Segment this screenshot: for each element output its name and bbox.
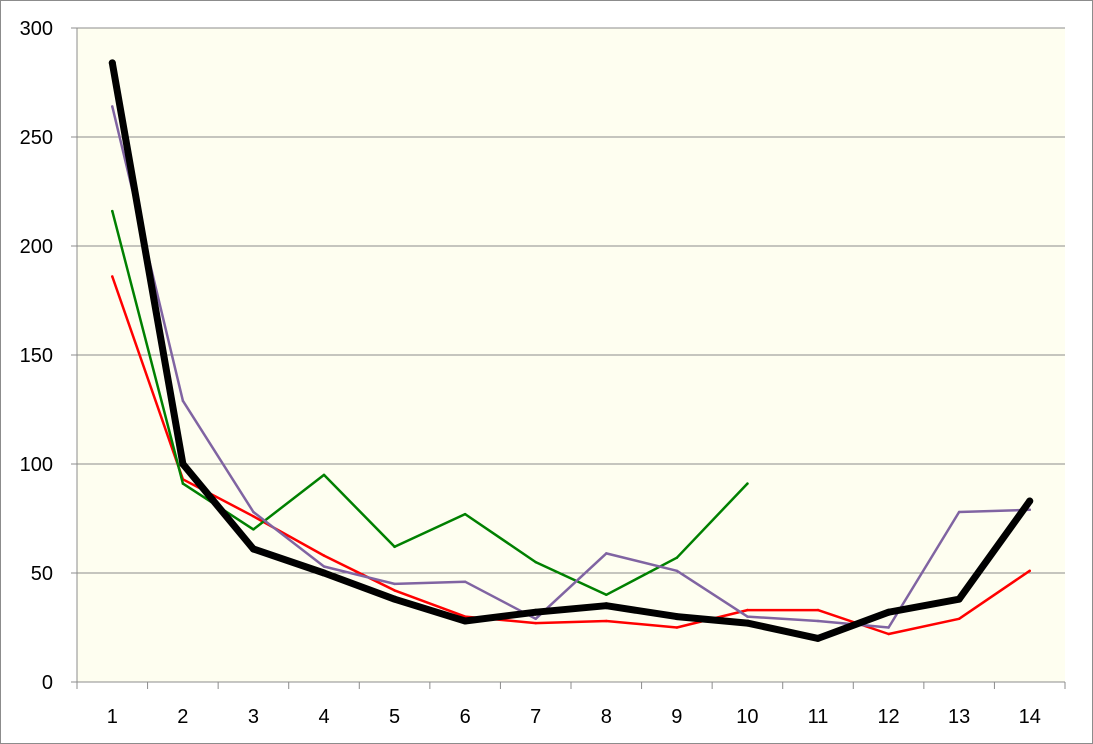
series-2-point-4: [322, 473, 326, 477]
x-tick-label-8: 8: [601, 706, 612, 728]
series-2-point-6: [463, 512, 467, 516]
series-3-point-2: [181, 399, 185, 403]
y-tick-label-250: 250: [20, 127, 53, 149]
series-4-point-11: [814, 634, 822, 642]
series-2-point-2: [181, 482, 185, 485]
series-4-point-13: [955, 595, 963, 603]
y-tick-labels: 0 50 100 150 200 250 300: [20, 18, 53, 694]
series-3-point-11: [816, 619, 820, 623]
series-3-point-3: [252, 510, 255, 514]
x-tick-label-7: 7: [530, 706, 541, 728]
x-tick-label-6: 6: [460, 706, 471, 728]
y-tick-label-100: 100: [20, 454, 53, 476]
x-tick-label-14: 14: [1019, 706, 1041, 728]
series-3-point-1: [111, 105, 114, 108]
x-tick-label-10: 10: [736, 706, 758, 728]
series-1-point-4: [322, 554, 326, 557]
series-1-point-13: [957, 617, 961, 621]
series-1-point-10: [746, 608, 749, 612]
series-4-point-7: [532, 608, 540, 616]
series-2-point-9: [675, 556, 679, 559]
series-layer: [108, 59, 1034, 642]
series-3-point-6: [463, 580, 467, 583]
series-line-1: [111, 275, 1031, 636]
series-4-point-3: [249, 545, 257, 553]
series-3-point-12: [887, 626, 890, 629]
series-1-point-8: [605, 619, 608, 623]
series-3-point-9: [675, 569, 679, 573]
y-tick-label-300: 300: [20, 18, 53, 40]
x-tick-label-11: 11: [808, 706, 829, 728]
series-1-point-12: [887, 632, 890, 636]
series-4-point-14: [1026, 497, 1034, 505]
x-tick-label-5: 5: [389, 706, 400, 728]
series-1-point-14: [1028, 569, 1031, 573]
x-tick-label-12: 12: [877, 706, 899, 728]
x-tick-labels: 1 2 3 4 5 6 7 8 9 10 11 12 13 14: [107, 706, 1041, 728]
series-4-point-4: [320, 569, 328, 577]
x-tick-label-2: 2: [177, 706, 188, 728]
series-2-point-3: [252, 528, 255, 531]
series-line-4: [108, 59, 1034, 642]
series-3-point-14: [1028, 508, 1031, 512]
series-3-point-13: [957, 510, 961, 514]
series-1-point-9: [675, 626, 679, 629]
y-tick-label-200: 200: [20, 236, 53, 258]
series-2-point-5: [393, 545, 396, 549]
gridlines: [71, 27, 1065, 683]
series-3-point-4: [322, 565, 326, 568]
y-tick-label-50: 50: [31, 563, 53, 585]
series-2-point-8: [605, 593, 608, 597]
series-2-point-1: [111, 209, 114, 213]
series-3-point-10: [746, 615, 749, 618]
series-4-point-12: [885, 608, 893, 616]
series-4-point-6: [461, 617, 469, 625]
series-2-point-7: [534, 560, 537, 564]
series-2-point-10: [746, 482, 749, 485]
series-1-point-11: [816, 608, 820, 612]
series-1-point-7: [534, 621, 537, 625]
x-tick-label-3: 3: [248, 706, 259, 728]
series-4-point-2: [179, 460, 187, 468]
series-1-point-3: [252, 515, 255, 518]
series-4-point-10: [743, 619, 751, 627]
x-tick-label-9: 9: [671, 706, 682, 728]
series-3-point-7: [534, 617, 537, 621]
x-tick-label-4: 4: [318, 706, 329, 728]
series-3-point-8: [605, 552, 608, 555]
x-tick-label-1: 1: [107, 706, 118, 728]
y-tick-label-150: 150: [20, 345, 53, 367]
series-4-point-8: [602, 602, 610, 610]
axes: [76, 28, 1066, 689]
y-tick-label-0: 0: [42, 672, 53, 694]
series-3-point-5: [393, 582, 396, 586]
series-line-3: [111, 105, 1031, 629]
x-tick-label-13: 13: [948, 706, 970, 728]
series-1-point-1: [111, 275, 114, 278]
series-4-point-9: [673, 613, 681, 621]
series-4-point-5: [391, 595, 399, 603]
series-1-point-5: [393, 589, 396, 592]
series-4-point-1: [108, 59, 116, 67]
